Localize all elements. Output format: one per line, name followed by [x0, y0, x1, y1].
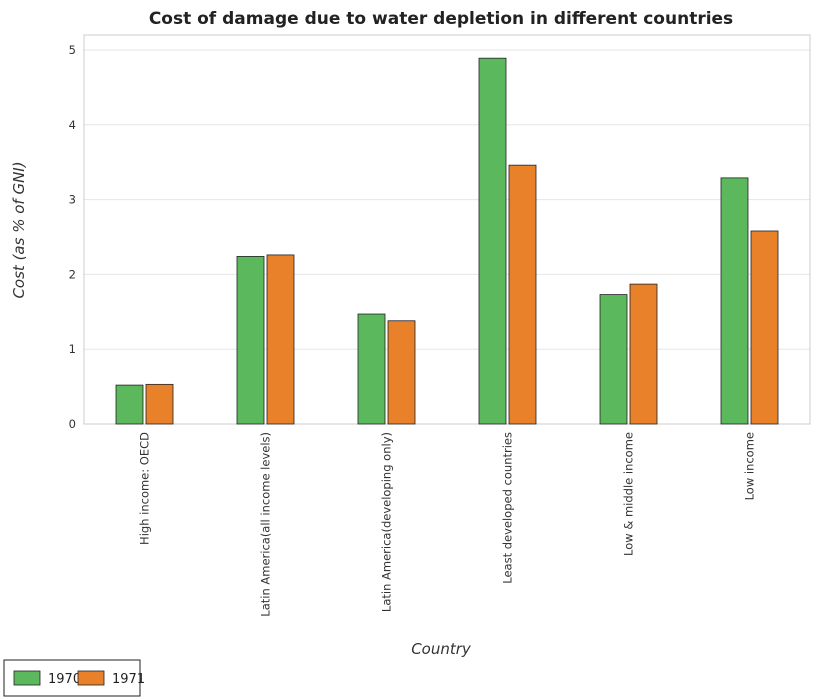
- chart-title: Cost of damage due to water depletion in…: [149, 9, 733, 29]
- y-axis-ticks: 0 1 2 3 4 5: [69, 43, 76, 431]
- bar-1970-3: [478, 57, 507, 425]
- y-tick-label: 4: [69, 118, 76, 132]
- x-tick-label: High income: OECD: [138, 432, 152, 545]
- legend: 1970 1971: [3, 659, 145, 697]
- y-tick-label: 3: [69, 193, 76, 207]
- legend-label-1970: 1970: [48, 672, 81, 687]
- x-axis-ticks: High income: OECD Latin America(all incom…: [138, 432, 757, 617]
- x-tick-label: Latin America(developing only): [380, 432, 394, 612]
- x-axis-label: Country: [411, 640, 472, 658]
- y-axis-label: Cost (as % of GNI): [10, 161, 28, 298]
- bar-1971-5: [750, 230, 779, 425]
- x-tick-label: Least developed countries: [501, 432, 515, 584]
- bar-1971-2: [387, 320, 416, 425]
- y-tick-label: 5: [69, 43, 76, 57]
- bar-1970-5: [720, 177, 749, 425]
- bar-1970-4: [599, 294, 628, 425]
- x-tick-label: Low & middle income: [622, 432, 636, 556]
- x-tick-label: Latin America(all income levels): [259, 432, 273, 617]
- legend-label-1971: 1971: [112, 672, 145, 687]
- bars-group: [115, 57, 779, 425]
- bar-1971-0: [145, 383, 174, 425]
- bar-1971-3: [508, 164, 537, 425]
- legend-swatch-1970: [13, 670, 41, 686]
- y-tick-label: 2: [69, 267, 76, 281]
- gridlines: [84, 49, 810, 425]
- y-tick-label: 0: [69, 417, 76, 431]
- bar-1970-1: [236, 256, 265, 425]
- bar-1970-2: [357, 313, 386, 425]
- bar-1971-1: [266, 254, 295, 425]
- plot-area-frame: [83, 34, 811, 425]
- bar-1971-4: [629, 283, 658, 425]
- bar-1970-0: [115, 384, 144, 425]
- legend-swatch-1971: [77, 670, 105, 686]
- x-tick-label: Low income: [743, 432, 757, 500]
- y-tick-label: 1: [69, 342, 76, 356]
